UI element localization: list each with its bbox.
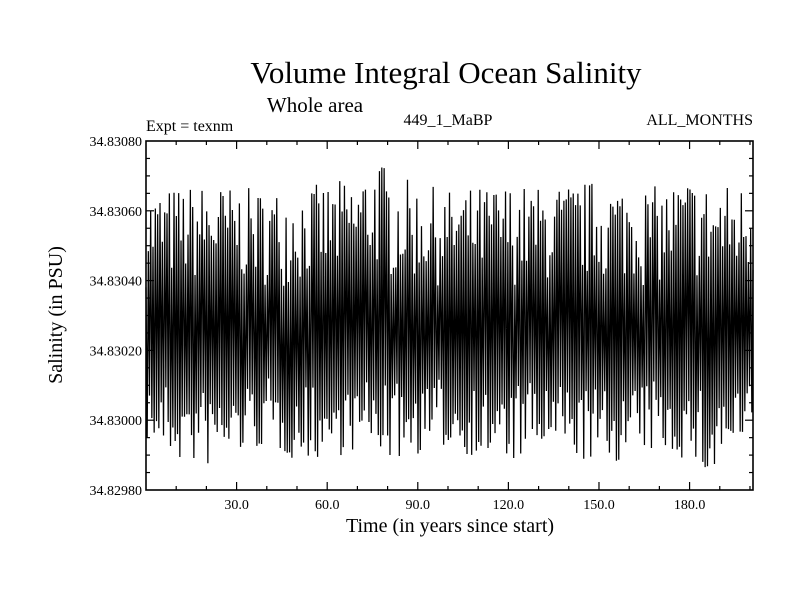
y-tick-label: 34.83000 — [90, 414, 143, 429]
x-tick-label: 180.0 — [674, 498, 706, 513]
experiment-label: Expt = texnm — [146, 118, 234, 135]
y-axis-label: Salinity (in PSU) — [45, 246, 67, 384]
months-label: ALL_MONTHS — [646, 112, 753, 129]
plot-frame — [145, 140, 754, 491]
x-axis-label: Time (in years since start) — [346, 515, 554, 537]
y-tick-label: 34.83080 — [90, 135, 143, 150]
y-axis-ticks: 34.82980 34.83000 34.83020 34.83040 34.83060… — [90, 135, 753, 499]
x-tick-label: 150.0 — [583, 498, 615, 513]
run-label: 449_1_MaBP — [404, 112, 493, 129]
y-tick-label: 34.83060 — [90, 205, 143, 220]
x-tick-label: 60.0 — [315, 498, 340, 513]
x-tick-label: 120.0 — [493, 498, 525, 513]
x-tick-label: 90.0 — [406, 498, 431, 513]
y-tick-label: 34.83020 — [90, 344, 143, 359]
x-axis-ticks: 30.0 60.0 90.0 120.0 150.0 180.0 — [175, 141, 751, 513]
y-tick-label: 34.82980 — [90, 484, 143, 499]
chart-title: Volume Integral Ocean Salinity — [250, 55, 642, 90]
y-tick-label: 34.83040 — [90, 275, 143, 290]
salinity-series-line — [145, 167, 754, 468]
x-tick-label: 30.0 — [224, 498, 249, 513]
chart-subtitle: Whole area — [267, 93, 364, 117]
series-layer — [145, 167, 754, 468]
